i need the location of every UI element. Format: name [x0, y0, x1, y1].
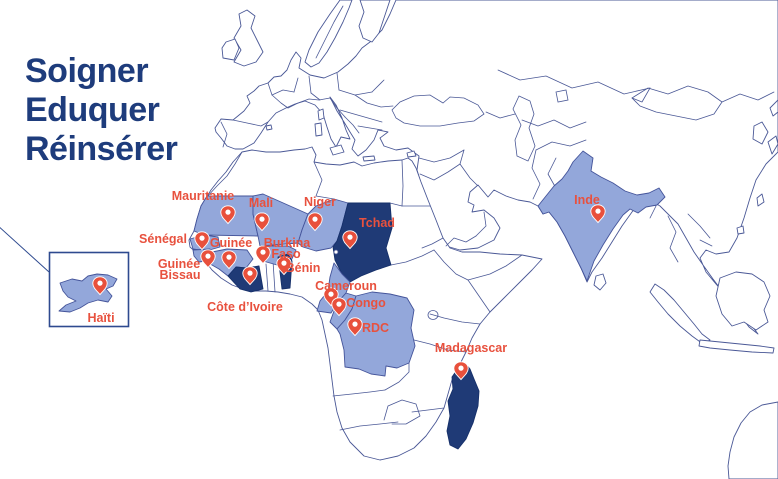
great-britain-island	[233, 9, 264, 67]
label-congo: Congo	[346, 296, 386, 310]
label-madagascar: Madagascar	[435, 341, 507, 355]
caspian-sea	[512, 95, 536, 162]
finland-landmass	[358, 0, 391, 43]
korea-peninsula	[752, 121, 769, 145]
label-mauritanie: Mauritanie	[172, 189, 235, 203]
australia-landmass	[727, 401, 778, 479]
sumatra-island	[649, 283, 711, 345]
title-line-1: Soigner	[25, 52, 149, 90]
hainan-island	[736, 225, 745, 235]
aral-sea	[555, 89, 569, 103]
label-inde: Inde	[574, 193, 600, 207]
borneo-island	[715, 271, 771, 331]
label-burkina-line2: Faso	[271, 247, 301, 261]
title-line-2: Eduquer	[25, 91, 160, 129]
page-title: Soigner Eduquer Réinsérer	[25, 52, 178, 169]
label-cameroun: Cameroun	[315, 279, 377, 293]
haiti-inset: Haïti	[0, 226, 130, 328]
lake-chad	[333, 249, 339, 255]
sicily-island	[329, 144, 345, 156]
ireland-island	[221, 38, 240, 61]
balearic-island	[265, 124, 273, 131]
taiwan-island	[756, 193, 765, 207]
label-burkina-line1: Burkina	[264, 236, 312, 250]
label-mali: Mali	[249, 196, 273, 210]
japan-island-north	[769, 99, 778, 117]
label-cote-divoire: Côte d’Ivoire	[207, 300, 283, 314]
cyprus-island	[406, 150, 417, 158]
corsica-island	[317, 108, 325, 121]
label-guinee: Guinée	[210, 236, 252, 250]
country-niger[interactable]	[297, 198, 349, 252]
black-sea	[391, 94, 485, 127]
country-labels: Mauritanie Mali Niger Tchad Sénégal Guin…	[139, 189, 600, 355]
japan-island	[767, 135, 778, 155]
java-island	[698, 339, 775, 354]
label-niger: Niger	[304, 195, 336, 209]
label-guinee-bissau-line2: Bissau	[160, 268, 201, 282]
label-guinee-bissau-line1: Guinée	[158, 257, 200, 271]
label-haiti: Haïti	[87, 311, 114, 325]
sri-lanka-island	[593, 273, 607, 291]
crete-island	[362, 155, 376, 162]
label-benin: Bénin	[286, 261, 321, 275]
country-borders	[200, 5, 775, 431]
country-rdc[interactable]	[336, 291, 416, 377]
title-line-3: Réinsérer	[25, 130, 178, 168]
sardinia-island	[314, 122, 323, 137]
haiti-leader-line	[0, 226, 50, 273]
country-madagascar[interactable]	[446, 362, 480, 450]
country-tchad[interactable]	[332, 202, 393, 283]
inland-seas	[391, 89, 569, 320]
label-senegal: Sénégal	[139, 232, 187, 246]
label-rdc: RDC	[362, 321, 389, 335]
label-tchad: Tchad	[359, 216, 395, 230]
